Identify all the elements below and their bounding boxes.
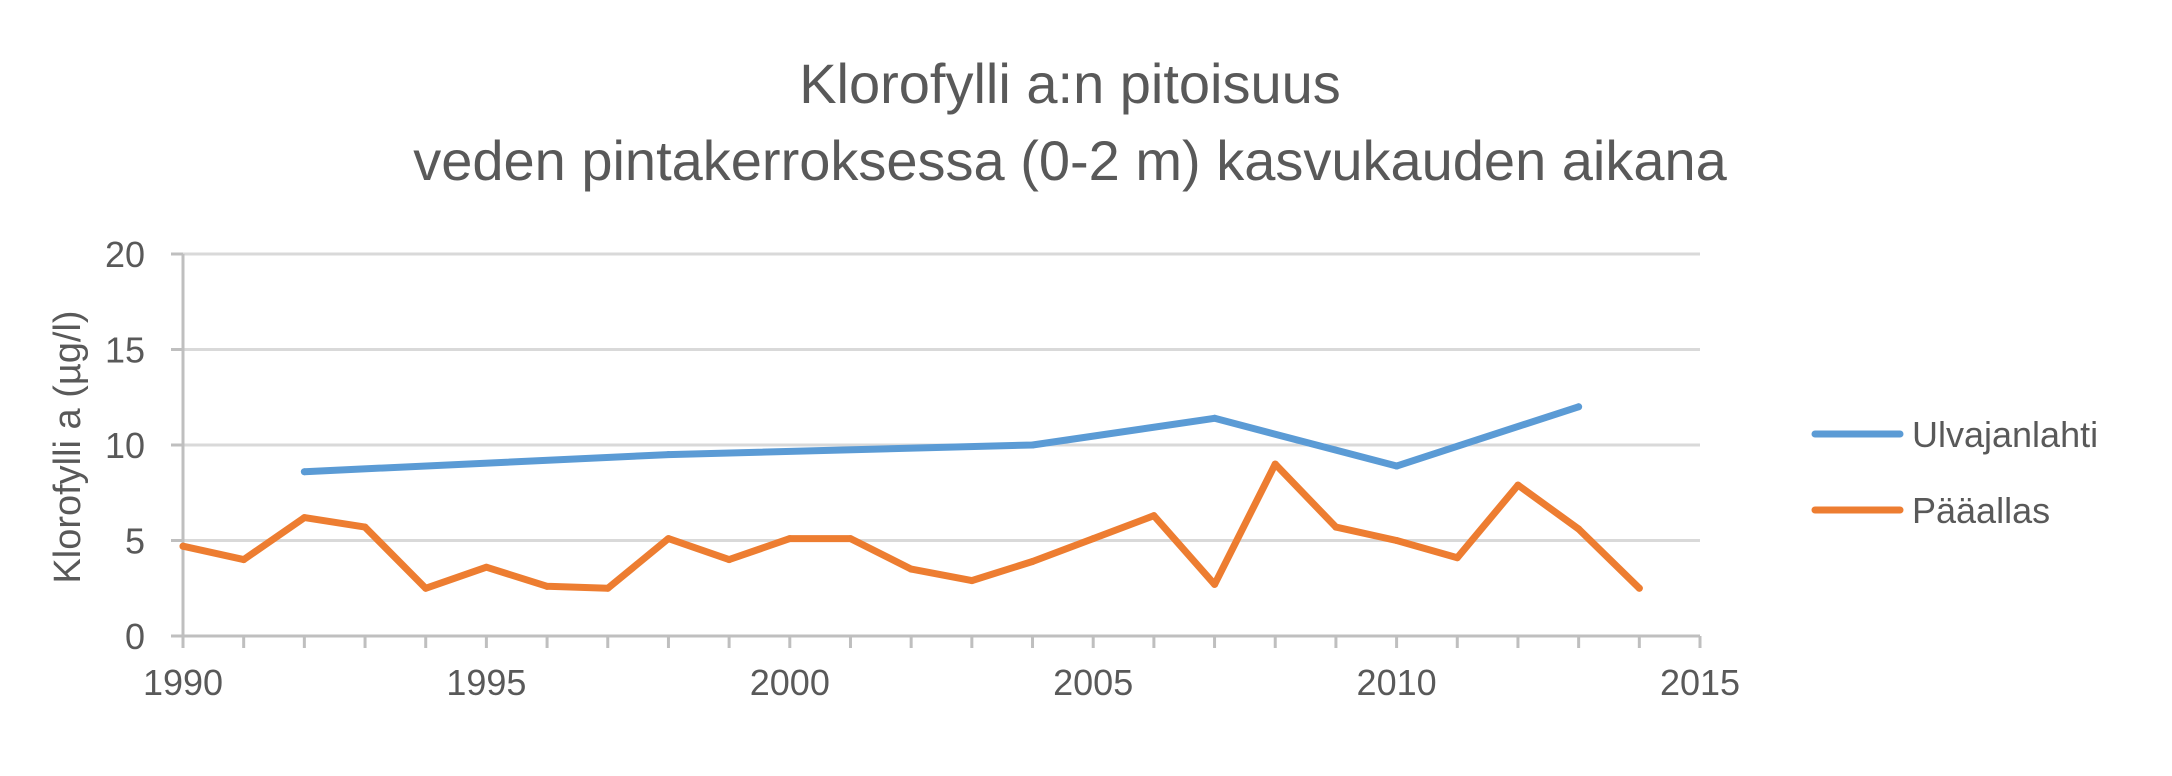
legend: Ulvajanlahti Pääallas xyxy=(1811,414,2098,531)
data-point-s2-1991 xyxy=(240,556,248,564)
data-point-s2-2009 xyxy=(1332,523,1340,531)
data-point-s2-2014 xyxy=(1635,584,1643,592)
x-tick-label-1995: 1995 xyxy=(446,662,526,703)
legend-label-1: Ulvajanlahti xyxy=(1912,414,2098,455)
data-point-s1-1992 xyxy=(300,468,308,476)
data-point-s2-2008 xyxy=(1271,460,1279,468)
data-point-s2-2006 xyxy=(1150,512,1158,520)
x-tick-label-2005: 2005 xyxy=(1053,662,1133,703)
data-point-s2-2002 xyxy=(907,565,915,573)
data-point-s2-2011 xyxy=(1453,554,1461,562)
chart-title-line-2: veden pintakerroksessa (0-2 m) kasvukaud… xyxy=(413,129,1727,192)
data-point-s1-1998 xyxy=(664,451,672,459)
data-point-s2-1997 xyxy=(604,584,612,592)
y-tick-label-5: 5 xyxy=(125,521,145,562)
y-tick-label-15: 15 xyxy=(105,330,145,371)
data-point-s2-2004 xyxy=(1029,558,1037,566)
y-tick-label-0: 0 xyxy=(125,616,145,657)
x-tick-label-2000: 2000 xyxy=(750,662,830,703)
axes: 0 5 10 15 20 1990 1995 2000 2005 2010 2015 xyxy=(105,234,1740,703)
data-point-s2-1998 xyxy=(664,535,672,543)
data-point-s2-2000 xyxy=(786,535,794,543)
series-line-1 xyxy=(300,403,1583,476)
data-point-s1-2010 xyxy=(1393,462,1401,470)
gridlines xyxy=(183,252,1700,542)
data-point-s2-1995 xyxy=(482,563,490,571)
data-point-s2-1993 xyxy=(361,523,369,531)
y-tick-label-20: 20 xyxy=(105,234,145,275)
data-point-s2-2001 xyxy=(846,535,854,543)
data-point-s2-1994 xyxy=(422,584,430,592)
data-point-s2-1990 xyxy=(179,542,187,550)
data-point-s2-1996 xyxy=(543,582,551,590)
data-point-s1-2007 xyxy=(1211,414,1219,422)
data-point-s2-2003 xyxy=(968,577,976,585)
data-point-s2-1999 xyxy=(725,556,733,564)
chart-title-line-1: Klorofylli a:n pitoisuus xyxy=(799,52,1341,115)
legend-label-2: Pääallas xyxy=(1912,490,2050,531)
x-tick-label-2010: 2010 xyxy=(1357,662,1437,703)
data-point-s2-2013 xyxy=(1575,525,1583,533)
data-point-s2-2005 xyxy=(1089,535,1097,543)
data-point-s2-1992 xyxy=(300,514,308,522)
data-point-s1-2013 xyxy=(1575,403,1583,411)
data-point-s2-2010 xyxy=(1393,537,1401,544)
y-axis-title: Klorofylli a (µg/l) xyxy=(47,310,89,583)
x-tick-label-1990: 1990 xyxy=(143,662,223,703)
y-tick-label-10: 10 xyxy=(105,425,145,466)
data-point-s1-2004 xyxy=(1029,441,1037,449)
data-point-s2-2012 xyxy=(1514,481,1522,489)
plot-area xyxy=(179,403,1643,592)
x-tick-label-2015: 2015 xyxy=(1660,662,1740,703)
data-point-s2-2007 xyxy=(1211,580,1219,588)
